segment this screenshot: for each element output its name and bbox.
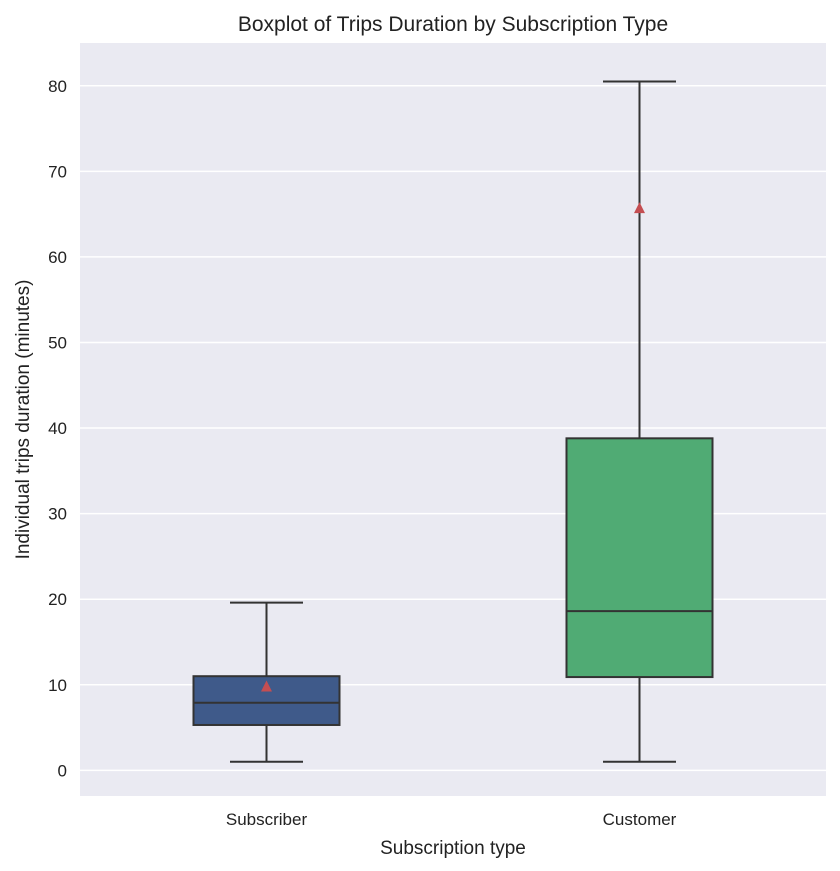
- box-customer: [565, 80, 714, 763]
- box-series: [192, 80, 714, 763]
- y-tick-label: 60: [48, 248, 67, 267]
- x-tick-labels: Subscriber Customer: [226, 810, 677, 829]
- x-tick-label: Customer: [603, 810, 677, 829]
- box-subscriber: [192, 601, 341, 763]
- iqr-box: [565, 437, 714, 679]
- y-tick-label: 80: [48, 77, 67, 96]
- y-tick-label: 70: [48, 162, 67, 181]
- y-tick-label: 20: [48, 590, 67, 609]
- y-axis-label: Individual trips duration (minutes): [13, 280, 34, 560]
- y-tick-labels: 0 10 20 30 40 50 60 70 80: [48, 77, 67, 781]
- y-tick-label: 40: [48, 419, 67, 438]
- chart-title: Boxplot of Trips Duration by Subscriptio…: [238, 13, 668, 36]
- plot-background: [80, 43, 826, 796]
- mean-marker: [261, 680, 272, 692]
- y-tick-label: 30: [48, 505, 67, 524]
- x-axis-label: Subscription type: [380, 838, 526, 859]
- y-tick-label: 10: [48, 676, 67, 695]
- y-tick-label: 0: [58, 761, 67, 780]
- x-tick-label: Subscriber: [226, 810, 308, 829]
- y-tick-label: 50: [48, 333, 67, 352]
- iqr-box: [192, 675, 341, 726]
- mean-marker: [634, 202, 645, 214]
